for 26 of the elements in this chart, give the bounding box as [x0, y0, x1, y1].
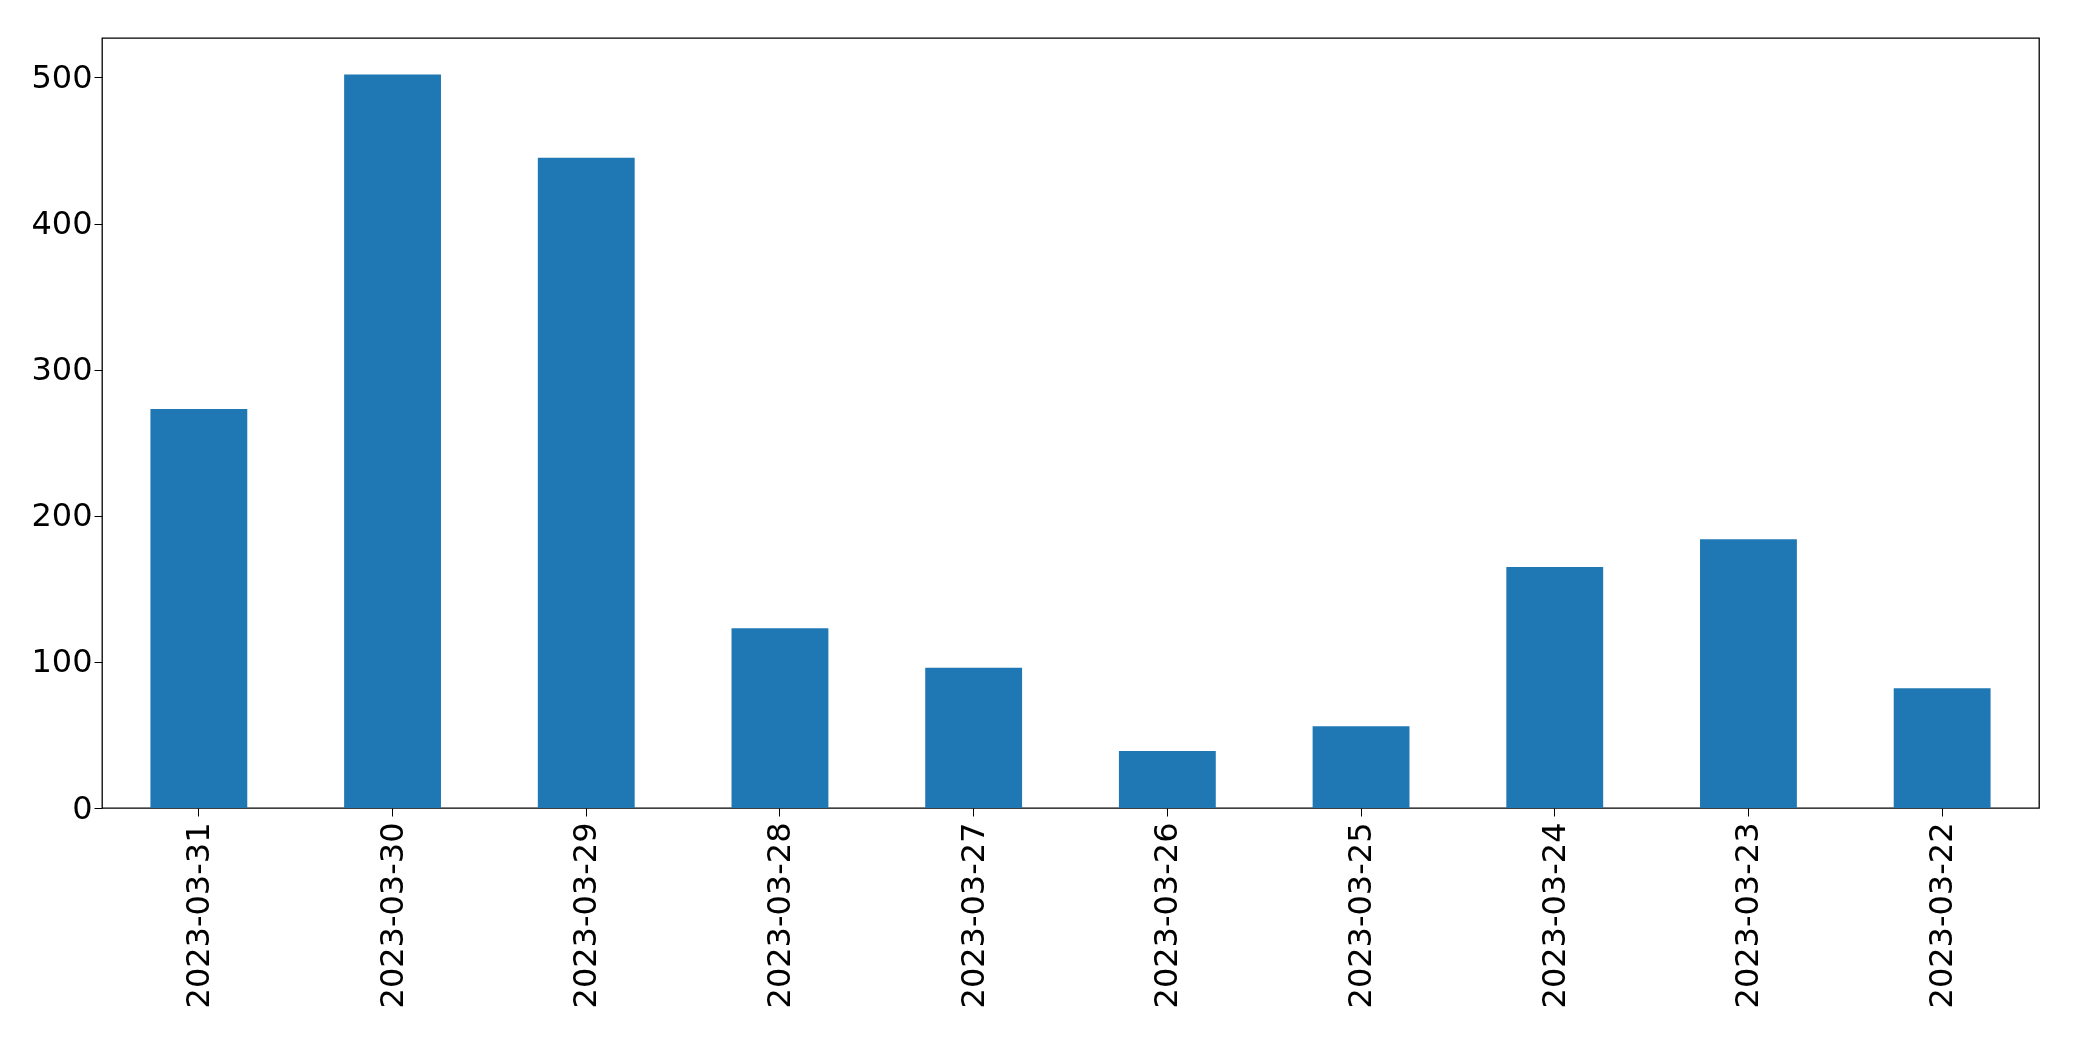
y-tick-label: 300 — [31, 350, 93, 389]
x-tick-label: 2023-03-31 — [178, 822, 217, 1009]
y-tick-label: 200 — [31, 496, 93, 535]
x-tick-label: 2023-03-27 — [953, 822, 992, 1009]
x-tick-label: 2023-03-23 — [1728, 822, 1767, 1009]
bar — [1700, 539, 1797, 808]
x-tick-label: 2023-03-26 — [1147, 822, 1186, 1009]
x-tick-label: 2023-03-30 — [372, 822, 411, 1009]
x-tick-label: 2023-03-22 — [1922, 822, 1961, 1009]
bar — [1893, 688, 1991, 808]
x-tick-label: 2023-03-25 — [1341, 822, 1380, 1009]
bar — [150, 409, 248, 808]
bar — [1506, 566, 1604, 808]
bar — [537, 157, 635, 808]
bar — [1118, 751, 1216, 808]
x-tick-label: 2023-03-28 — [759, 822, 798, 1009]
y-tick-label: 400 — [31, 204, 93, 243]
bar — [344, 74, 441, 808]
x-tick-label: 2023-03-29 — [566, 822, 605, 1009]
bar — [925, 667, 1023, 808]
y-tick-label: 100 — [31, 642, 93, 681]
y-tick-label: 500 — [31, 57, 93, 96]
x-tick-label: 2023-03-24 — [1534, 822, 1573, 1009]
bar — [1312, 726, 1410, 808]
y-tick-label: 0 — [72, 788, 93, 827]
bar — [731, 628, 829, 808]
